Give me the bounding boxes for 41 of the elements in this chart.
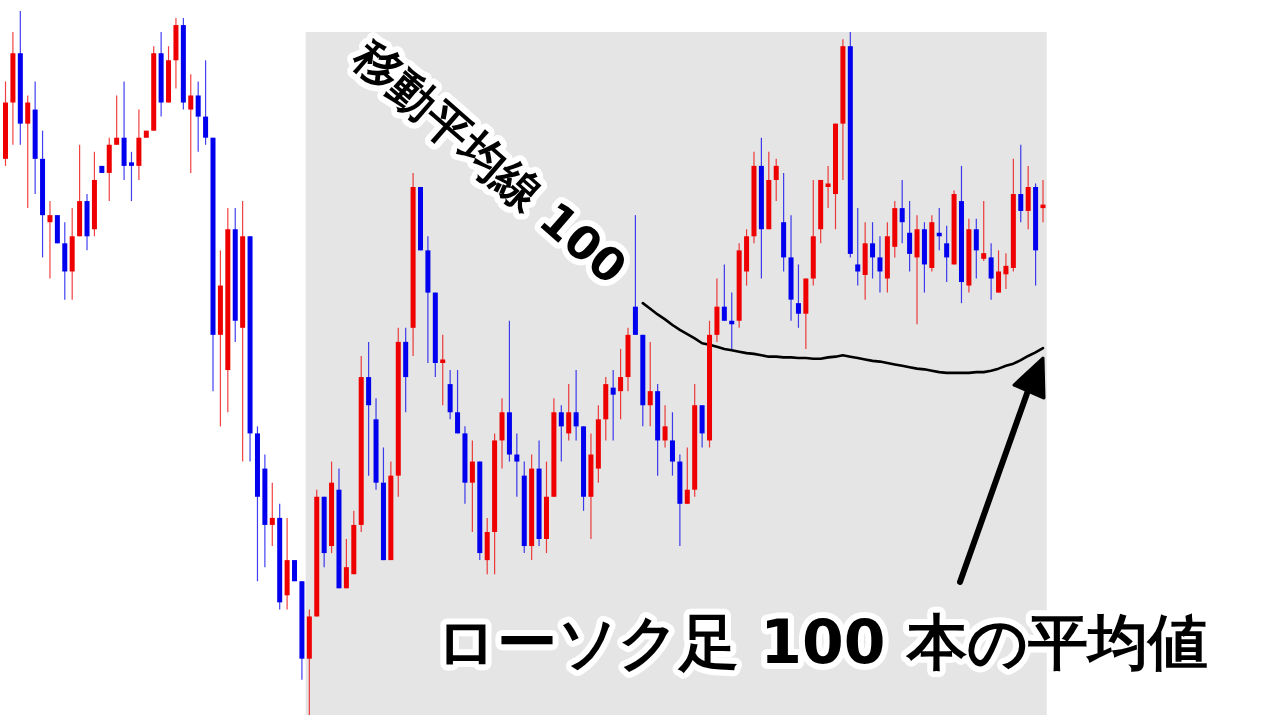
candlestick [514,432,520,498]
candlestick [455,369,461,434]
candlestick [1018,144,1024,223]
candlestick [825,165,831,209]
candlestick [573,369,579,442]
candlestick [188,73,194,174]
annotation: 移動平均線 100 [342,29,638,295]
candlestick [25,94,31,209]
candlestick [684,446,690,505]
candlestick [795,263,801,329]
candlestick [1003,252,1009,290]
candlestick [618,348,624,420]
candlestick [855,207,861,287]
candlestick [988,242,994,301]
candlestick [973,218,979,280]
candlestick [269,482,275,547]
candlestick [773,158,779,202]
candlestick [870,221,876,280]
candlestick [343,538,349,589]
candlestick [469,439,475,533]
candlestick [128,151,134,202]
annotation: ローソク足 100 本の平均値 [436,606,1208,677]
candlestick [647,341,653,427]
candlestick [669,411,675,477]
candlestick [1025,165,1031,230]
candlestick [440,334,446,406]
candlestick [566,383,572,442]
candlestick [877,235,883,294]
candlestick [899,179,905,244]
candlestick [558,404,564,463]
candlestick [195,80,201,153]
candlestick [996,249,1002,294]
candlestick [610,369,616,442]
candlestick [203,59,209,146]
candlestick [907,200,913,273]
candlestick [662,404,668,449]
candlestick [981,200,987,262]
candlestick [944,225,950,283]
candlestick [47,200,53,280]
candlestick [114,94,120,146]
candlestick [721,263,727,322]
